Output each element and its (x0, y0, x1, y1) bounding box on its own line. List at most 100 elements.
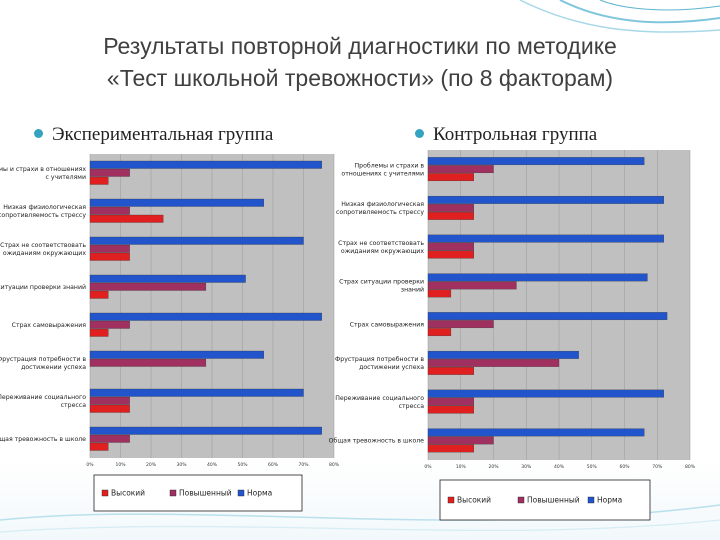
bullet-control-group: Контрольная группа (415, 124, 597, 146)
bar-norm (89, 350, 265, 359)
bullet-text: Контрольная группа (433, 124, 598, 145)
category-label: Страх ситуации проверки (339, 279, 424, 286)
bar-high (89, 252, 130, 261)
category-label: сопротивляемость стрессу (0, 212, 86, 219)
bar-elevated (89, 320, 130, 329)
x-tick-label: 20% (488, 464, 499, 470)
category-label: с учителями (46, 174, 87, 181)
category-label: Страх ситуации проверки знаний (0, 283, 86, 291)
bar-high (427, 405, 474, 414)
bar-norm (427, 428, 645, 437)
bullet-experimental-group: Экспериментальная группа (34, 124, 273, 146)
x-tick-label: 60% (619, 464, 630, 470)
x-tick-label: 0% (424, 464, 432, 470)
x-tick-label: 10% (456, 464, 467, 470)
bar-elevated (89, 358, 207, 367)
legend-label: Повышенный (527, 496, 580, 505)
bar-high (427, 250, 474, 259)
legend-swatch (587, 496, 595, 504)
bar-elevated (427, 358, 560, 367)
category-label: Переживание социального (335, 395, 424, 402)
bar-norm (89, 274, 246, 283)
bar-elevated (427, 397, 474, 406)
x-tick-label: 50% (587, 464, 598, 470)
bar-norm (427, 273, 648, 282)
category-label: достижении успеха (359, 364, 424, 371)
bar-elevated (427, 165, 494, 174)
bar-elevated (427, 203, 474, 212)
bar-norm (89, 312, 322, 321)
x-tick-label: 70% (298, 462, 309, 468)
legend-box (439, 479, 651, 521)
bar-elevated (89, 206, 130, 215)
bar-elevated (89, 434, 130, 443)
category-label: Фрустрация потребности в (335, 355, 424, 363)
experimental-group-chart: 0% 10% 20% 30% 40% 50% 60% 70% 80% Проблемы и стр… (0, 154, 340, 512)
bar-high (89, 176, 109, 185)
bar-elevated (89, 282, 207, 291)
bar-norm (427, 157, 645, 166)
x-tick-label: 10% (115, 462, 126, 468)
category-label: ожиданиям окружающих (341, 248, 424, 255)
bar-norm (89, 426, 322, 435)
legend-swatch (237, 489, 245, 497)
category-label: Общая тревожность в школе (329, 437, 425, 445)
bullet-dot-icon (34, 129, 43, 139)
category-label: Низкая физиологическая (341, 201, 424, 208)
category-label: Общая тревожность в школе (0, 435, 86, 443)
x-tick-label: 30% (521, 464, 532, 470)
bar-high (89, 404, 130, 413)
bar-high (89, 290, 109, 299)
bar-high (427, 173, 474, 182)
bar-high (427, 211, 474, 220)
legend-label: Повышенный (179, 489, 232, 498)
bar-elevated (427, 320, 494, 329)
bar-norm (89, 160, 322, 169)
legend-box (93, 474, 303, 512)
bar-high (427, 328, 452, 337)
category-label: Страх самовыражения (12, 322, 87, 329)
x-tick-label: 40% (554, 464, 565, 470)
bar-high (427, 289, 452, 298)
bar-elevated (427, 436, 494, 445)
bar-elevated (427, 281, 517, 290)
bar-high (89, 328, 109, 337)
category-label: Проблемы и страхи в (355, 161, 425, 169)
legend-label: Норма (247, 489, 272, 498)
category-label: достижении успеха (21, 364, 86, 371)
bar-high (89, 442, 109, 451)
bar-norm (427, 195, 664, 204)
bar-norm (427, 350, 579, 359)
page-title: Результаты повторной диагностики по мето… (40, 30, 680, 94)
bar-high (89, 214, 164, 223)
category-label: Страх не соответствовать (0, 242, 86, 249)
category-label: отношениях с учителями (341, 170, 424, 177)
category-label: стресса (61, 402, 87, 409)
category-label: Переживание социального (0, 394, 86, 401)
legend-label: Высокий (111, 489, 145, 498)
bullet-dot-icon (415, 129, 424, 139)
x-tick-label: 70% (652, 464, 663, 470)
category-label: стресса (399, 403, 425, 410)
legend-label: Высокий (457, 496, 491, 505)
x-tick-label: 20% (146, 462, 157, 468)
bar-norm (89, 236, 304, 245)
title-line-2: «Тест школьной тревожности» (по 8 фактор… (106, 65, 614, 91)
bar-high (427, 366, 474, 375)
x-tick-label: 0% (86, 462, 94, 468)
x-tick-label: 30% (176, 462, 187, 468)
category-label: Страх не соответствовать (338, 240, 424, 247)
bar-elevated (89, 244, 130, 253)
bullet-text: Экспериментальная группа (52, 124, 274, 145)
bar-norm (427, 234, 664, 243)
bar-norm (427, 312, 668, 321)
category-label: Низкая физиологическая (3, 204, 86, 211)
bar-norm (89, 198, 265, 207)
legend-swatch (101, 489, 109, 497)
category-label: Фрустрация потребности в (0, 355, 86, 363)
legend-label: Норма (597, 496, 622, 505)
legend-swatch (447, 496, 455, 504)
x-tick-label: 60% (268, 462, 279, 468)
bar-norm (89, 388, 304, 397)
title-line-1: Результаты повторной диагностики по мето… (103, 33, 617, 59)
